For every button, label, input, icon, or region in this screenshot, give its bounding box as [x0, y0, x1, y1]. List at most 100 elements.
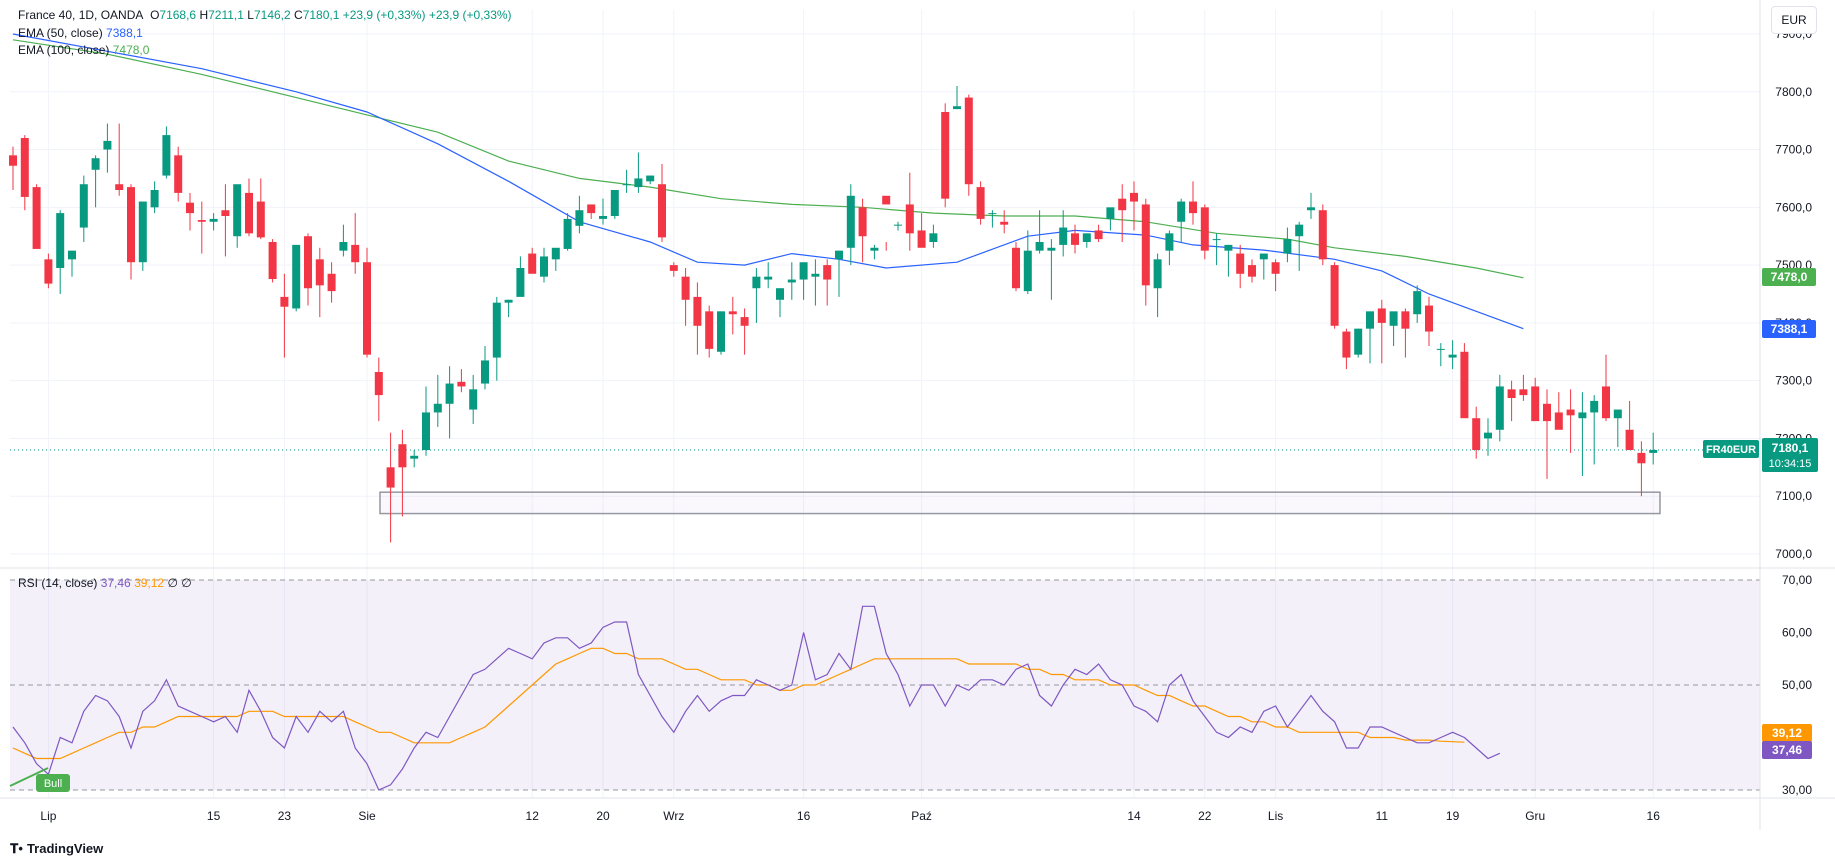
- time-axis[interactable]: Lip 15 23 Sie 12 20 Wrz 16 Paź 14 22 Lis 11 19 Gru 16: [40, 809, 1660, 823]
- candle[interactable]: [20, 135, 29, 211]
- candle[interactable]: [917, 213, 926, 248]
- candle[interactable]: [292, 244, 301, 312]
- candle[interactable]: [91, 155, 100, 208]
- candle[interactable]: [1059, 210, 1068, 257]
- candle[interactable]: [1460, 343, 1469, 419]
- candle[interactable]: [174, 146, 183, 202]
- candle[interactable]: [1295, 221, 1304, 271]
- candle[interactable]: [1094, 224, 1103, 242]
- candle[interactable]: [103, 123, 112, 173]
- candle[interactable]: [882, 195, 891, 251]
- candle[interactable]: [150, 181, 159, 214]
- candle[interactable]: [1484, 418, 1492, 456]
- candle[interactable]: [1330, 262, 1339, 329]
- candle[interactable]: [846, 184, 855, 266]
- candle[interactable]: [1602, 354, 1610, 422]
- candle[interactable]: [410, 450, 419, 468]
- candle[interactable]: [1071, 224, 1079, 254]
- candle[interactable]: [1035, 210, 1044, 254]
- candle[interactable]: [1342, 328, 1351, 370]
- candle[interactable]: [44, 253, 53, 289]
- candle[interactable]: [504, 299, 513, 318]
- candle[interactable]: [327, 262, 336, 303]
- candle[interactable]: [1165, 230, 1174, 266]
- candle[interactable]: [728, 296, 737, 335]
- candle[interactable]: [1519, 374, 1528, 401]
- candle[interactable]: [115, 123, 124, 196]
- candle[interactable]: [823, 259, 832, 306]
- candle[interactable]: [1436, 343, 1445, 367]
- candle[interactable]: [964, 94, 973, 196]
- candle[interactable]: [551, 247, 560, 271]
- candle[interactable]: [162, 126, 171, 179]
- candle[interactable]: [646, 175, 655, 185]
- candle[interactable]: [398, 429, 407, 517]
- candle[interactable]: [563, 213, 572, 251]
- candle[interactable]: [752, 268, 761, 323]
- symbol-legend[interactable]: France 40, 1D, OANDA O7168,6 H7211,1 L71…: [18, 8, 512, 22]
- candle[interactable]: [575, 195, 584, 234]
- candle[interactable]: [32, 184, 41, 249]
- candle[interactable]: [1637, 441, 1646, 497]
- candle[interactable]: [976, 181, 985, 225]
- candle[interactable]: [1307, 192, 1315, 219]
- candle[interactable]: [622, 169, 631, 193]
- candle[interactable]: [870, 244, 879, 260]
- candle[interactable]: [587, 204, 596, 219]
- candle[interactable]: [374, 357, 383, 422]
- candle[interactable]: [1566, 389, 1575, 453]
- candle[interactable]: [304, 233, 312, 306]
- candle[interactable]: [1425, 296, 1433, 346]
- candle[interactable]: [1531, 377, 1540, 422]
- candle[interactable]: [197, 201, 206, 254]
- candle[interactable]: [1413, 285, 1422, 323]
- candle[interactable]: [457, 369, 466, 393]
- candle[interactable]: [233, 184, 242, 248]
- candle[interactable]: [56, 210, 65, 294]
- candle[interactable]: [1495, 374, 1504, 442]
- candle[interactable]: [1448, 340, 1457, 370]
- candle[interactable]: [1271, 259, 1280, 292]
- candle[interactable]: [705, 305, 714, 358]
- candle[interactable]: [1248, 259, 1256, 283]
- candle[interactable]: [1012, 242, 1020, 292]
- candle[interactable]: [1106, 207, 1115, 231]
- ema50-legend[interactable]: EMA (50, close) 7388,1: [18, 26, 143, 40]
- candle[interactable]: [1118, 184, 1127, 242]
- candle[interactable]: [929, 224, 938, 248]
- candle[interactable]: [79, 175, 88, 242]
- candle[interactable]: [1543, 389, 1551, 479]
- candle[interactable]: [339, 224, 348, 257]
- candle[interactable]: [186, 192, 194, 231]
- candle[interactable]: [315, 247, 324, 318]
- candle[interactable]: [894, 221, 902, 231]
- candle[interactable]: [9, 146, 17, 190]
- candle[interactable]: [363, 247, 371, 358]
- candle[interactable]: [492, 296, 501, 381]
- candle[interactable]: [445, 366, 454, 439]
- candle[interactable]: [1130, 181, 1138, 231]
- candle[interactable]: [776, 288, 784, 318]
- rsi-legend[interactable]: RSI (14, close) 37,46 39,12 ∅ ∅: [18, 576, 192, 590]
- candle[interactable]: [610, 190, 619, 219]
- support-zone-rectangle[interactable]: [379, 491, 1661, 515]
- candle[interactable]: [1354, 328, 1363, 358]
- candle[interactable]: [1507, 380, 1516, 422]
- candle[interactable]: [787, 262, 796, 300]
- candle[interactable]: [1047, 239, 1056, 300]
- candle[interactable]: [634, 152, 643, 193]
- candle[interactable]: [1578, 392, 1587, 476]
- candle[interactable]: [1189, 181, 1197, 225]
- candle[interactable]: [1141, 198, 1150, 306]
- candle[interactable]: [1259, 253, 1268, 280]
- candle[interactable]: [740, 308, 749, 355]
- candle[interactable]: [469, 374, 478, 424]
- candle[interactable]: [1082, 233, 1091, 248]
- candle[interactable]: [1401, 308, 1410, 358]
- candle[interactable]: [658, 164, 666, 242]
- candle[interactable]: [1000, 210, 1009, 234]
- candle[interactable]: [1283, 227, 1292, 263]
- candle[interactable]: [693, 282, 702, 355]
